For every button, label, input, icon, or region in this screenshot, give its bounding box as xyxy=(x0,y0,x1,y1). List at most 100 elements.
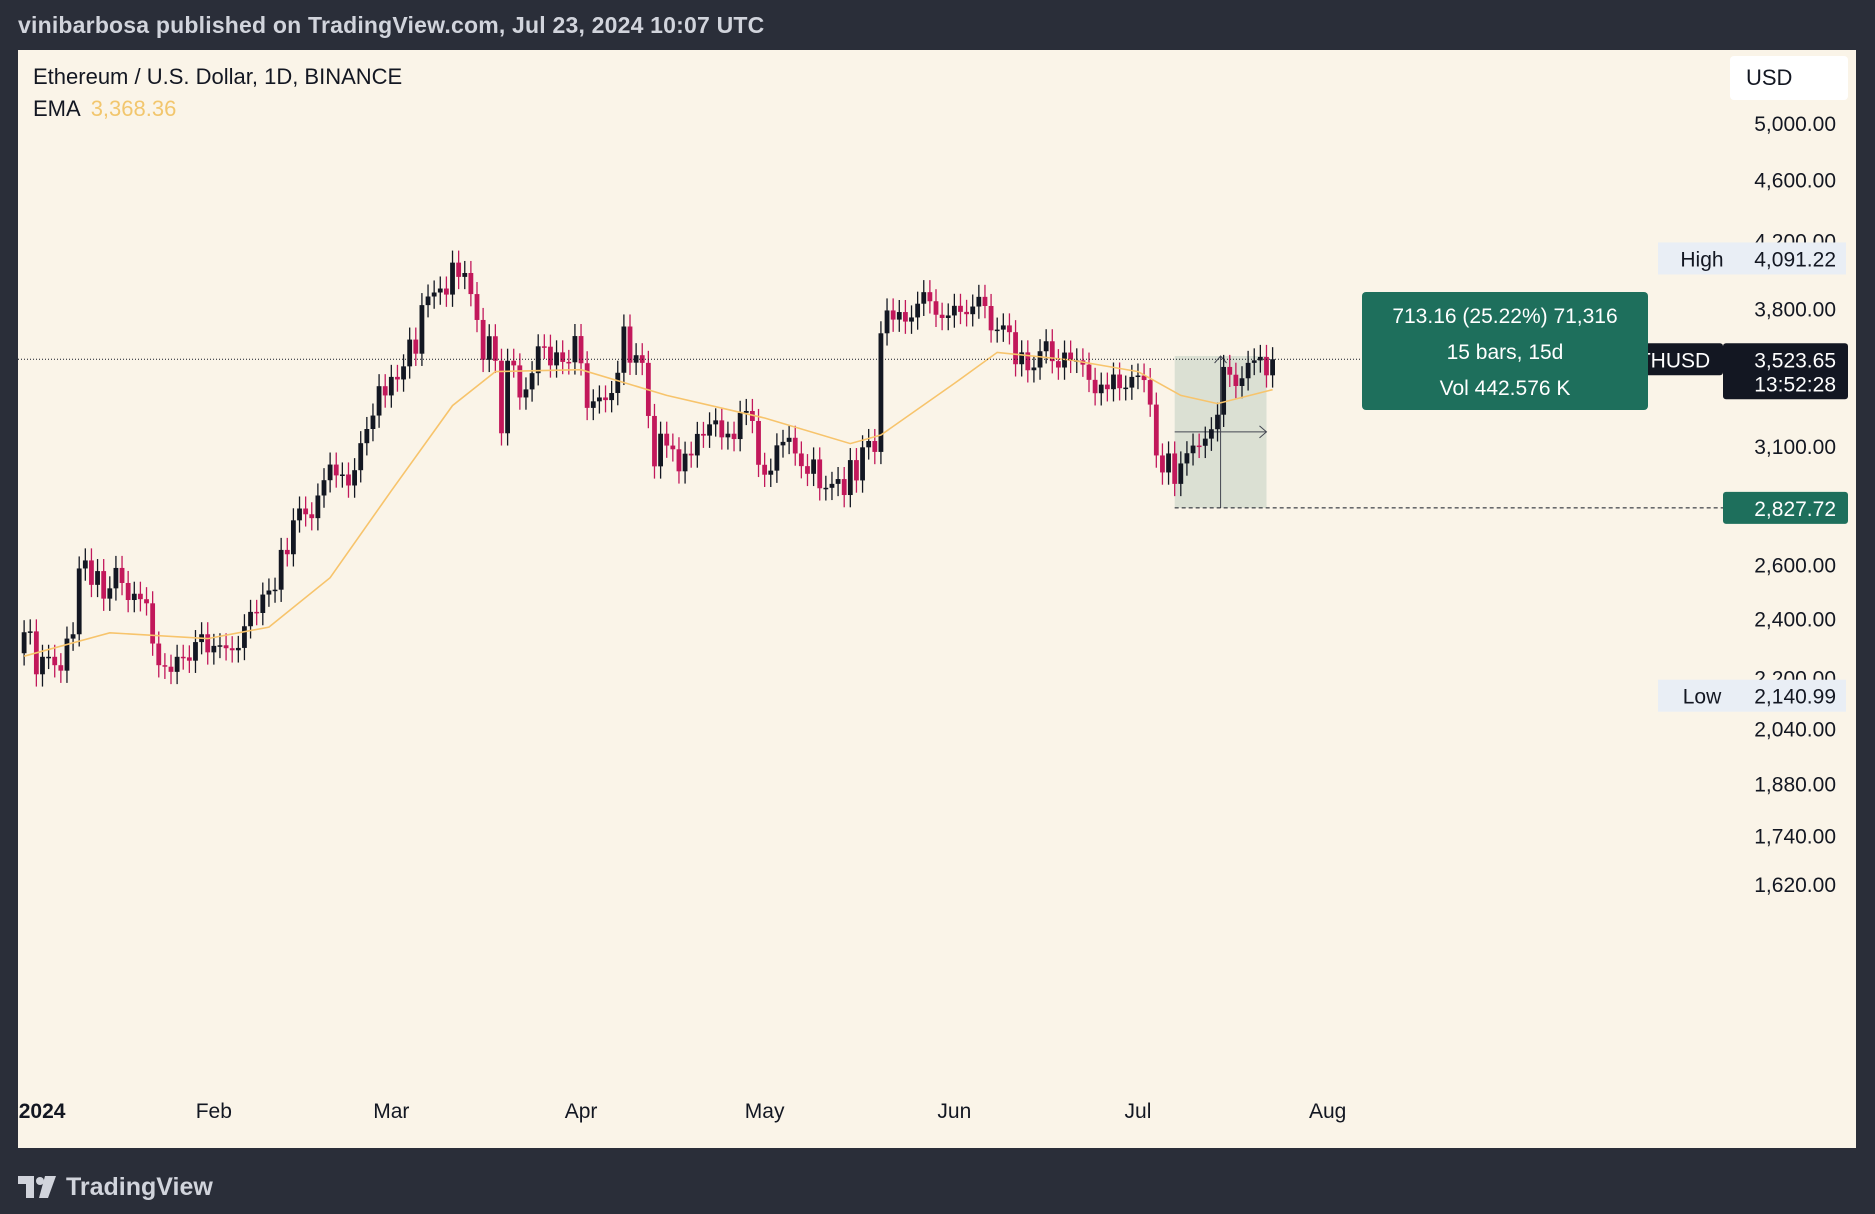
candle[interactable] xyxy=(676,437,682,484)
candle-body[interactable] xyxy=(193,642,198,661)
candle[interactable] xyxy=(254,599,260,626)
candle-body[interactable] xyxy=(817,459,823,489)
candle-body[interactable] xyxy=(131,593,137,601)
candle[interactable] xyxy=(731,421,737,452)
candle-body[interactable] xyxy=(523,389,529,398)
candle-body[interactable] xyxy=(964,311,969,315)
candle[interactable] xyxy=(872,428,878,465)
candle-body[interactable] xyxy=(1202,438,1208,446)
candle-body[interactable] xyxy=(1000,325,1006,330)
candle-body[interactable] xyxy=(872,441,878,452)
candle[interactable] xyxy=(1202,426,1208,459)
candle[interactable] xyxy=(988,293,994,343)
candle[interactable] xyxy=(890,298,896,332)
candle[interactable] xyxy=(805,454,810,487)
candle[interactable] xyxy=(578,324,584,376)
candle-body[interactable] xyxy=(1190,445,1196,454)
candle[interactable] xyxy=(786,425,792,455)
candle[interactable] xyxy=(939,302,945,331)
candle-body[interactable] xyxy=(138,593,143,600)
candle[interactable] xyxy=(138,581,143,612)
candle-body[interactable] xyxy=(1043,341,1049,352)
candle-body[interactable] xyxy=(578,336,584,364)
candle-body[interactable] xyxy=(1098,384,1104,394)
candle-body[interactable] xyxy=(584,363,590,408)
candle[interactable] xyxy=(339,462,345,488)
candle-body[interactable] xyxy=(627,326,633,363)
candle[interactable] xyxy=(1092,367,1098,406)
candle-body[interactable] xyxy=(535,346,541,374)
candle-body[interactable] xyxy=(1007,325,1012,333)
candle-body[interactable] xyxy=(413,339,419,354)
candle[interactable] xyxy=(413,327,419,366)
candle[interactable] xyxy=(982,284,988,319)
candle[interactable] xyxy=(847,448,853,508)
candlestick-chart[interactable]: 5,000.004,600.004,200.003,800.003,100.00… xyxy=(18,50,1856,1148)
candle-body[interactable] xyxy=(682,453,688,472)
candle[interactable] xyxy=(774,433,780,483)
candle-body[interactable] xyxy=(658,433,663,467)
candle-body[interactable] xyxy=(52,656,58,666)
candle-body[interactable] xyxy=(260,594,266,613)
candle[interactable] xyxy=(272,577,278,603)
candle-body[interactable] xyxy=(76,568,82,635)
candle[interactable] xyxy=(70,622,76,651)
candle[interactable] xyxy=(909,305,914,334)
candle-body[interactable] xyxy=(1123,387,1129,390)
candle[interactable] xyxy=(358,431,364,483)
candle[interactable] xyxy=(688,441,694,468)
candle[interactable] xyxy=(1215,402,1220,442)
candle[interactable] xyxy=(1221,354,1227,427)
candle-body[interactable] xyxy=(1013,332,1018,365)
candle[interactable] xyxy=(333,452,339,488)
candle[interactable] xyxy=(499,348,504,446)
candle-body[interactable] xyxy=(688,453,694,456)
candle-body[interactable] xyxy=(915,303,921,318)
candle-body[interactable] xyxy=(21,632,27,654)
candle-body[interactable] xyxy=(1037,351,1043,368)
candle[interactable] xyxy=(707,412,712,448)
candle[interactable] xyxy=(958,293,963,325)
candle-body[interactable] xyxy=(364,429,370,444)
candle-body[interactable] xyxy=(921,292,927,304)
candle[interactable] xyxy=(1264,344,1269,388)
candle-body[interactable] xyxy=(1135,375,1141,378)
candle[interactable] xyxy=(780,429,786,458)
candle[interactable] xyxy=(1098,372,1104,406)
candle[interactable] xyxy=(554,340,559,378)
candle[interactable] xyxy=(113,555,119,601)
candle[interactable] xyxy=(95,559,100,598)
candle-body[interactable] xyxy=(248,611,253,627)
candle-body[interactable] xyxy=(982,296,988,307)
candle-body[interactable] xyxy=(664,433,670,446)
candle-body[interactable] xyxy=(713,420,719,425)
candle-body[interactable] xyxy=(890,310,896,320)
candle[interactable] xyxy=(964,299,969,327)
candle-body[interactable] xyxy=(291,520,296,555)
candle[interactable] xyxy=(823,475,829,501)
candle[interactable] xyxy=(517,353,523,410)
candle-body[interactable] xyxy=(1117,374,1122,389)
candle[interactable] xyxy=(1111,362,1116,402)
candle[interactable] xyxy=(284,537,290,567)
candle[interactable] xyxy=(1031,355,1037,383)
candle-body[interactable] xyxy=(186,657,192,661)
candle[interactable] xyxy=(1233,362,1239,399)
ema-legend[interactable]: EMA 3,368.36 xyxy=(33,96,176,122)
candle-body[interactable] xyxy=(609,393,615,401)
candle-body[interactable] xyxy=(125,582,131,601)
candle[interactable] xyxy=(627,314,633,375)
candle[interactable] xyxy=(492,324,498,374)
candle[interactable] xyxy=(866,428,872,460)
candle-body[interactable] xyxy=(303,508,309,515)
candle-body[interactable] xyxy=(211,645,217,653)
candle[interactable] xyxy=(584,351,590,421)
candle-body[interactable] xyxy=(156,643,162,666)
candle-body[interactable] xyxy=(352,470,357,486)
candle[interactable] xyxy=(1025,340,1031,383)
candle[interactable] xyxy=(835,467,841,497)
candle-body[interactable] xyxy=(701,433,706,436)
candle[interactable] xyxy=(1068,340,1074,374)
candle[interactable] xyxy=(652,403,657,479)
candle-body[interactable] xyxy=(548,346,553,366)
